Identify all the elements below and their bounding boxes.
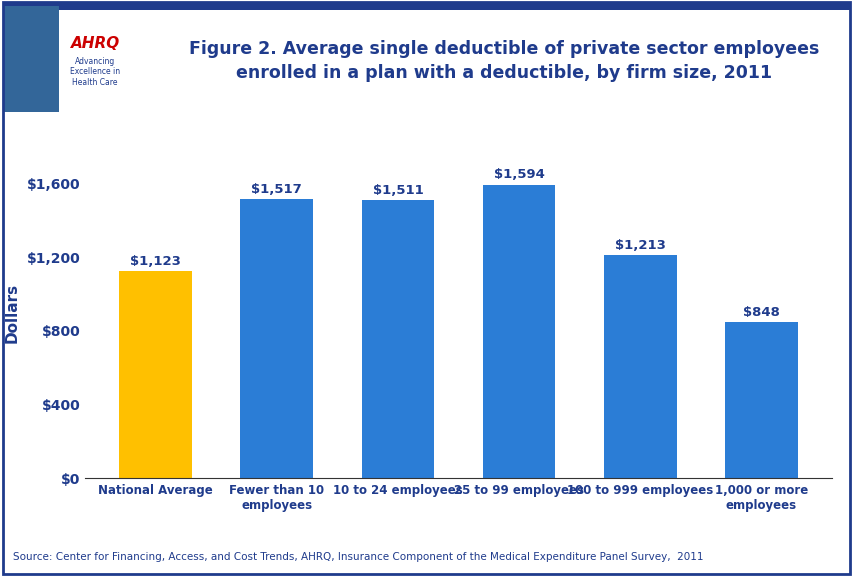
Text: $1,213: $1,213 <box>614 238 665 252</box>
Text: $1,594: $1,594 <box>493 168 544 181</box>
Text: $848: $848 <box>742 306 779 319</box>
Text: $1,517: $1,517 <box>251 183 302 196</box>
Bar <box>361 200 434 478</box>
Y-axis label: Dollars: Dollars <box>5 282 20 343</box>
Text: Source: Center for Financing, Access, and Cost Trends, AHRQ, Insurance Component: Source: Center for Financing, Access, an… <box>13 552 702 562</box>
Bar <box>482 185 555 478</box>
Bar <box>3 6 59 112</box>
Bar <box>724 322 797 478</box>
Text: AHRQ: AHRQ <box>71 36 119 51</box>
Text: $1,511: $1,511 <box>372 184 423 197</box>
Bar <box>603 255 676 478</box>
Text: Figure 2. Average single deductible of private sector employees
enrolled in a pl: Figure 2. Average single deductible of p… <box>188 40 819 82</box>
Bar <box>3 3 849 10</box>
Bar <box>240 199 313 478</box>
Text: $1,123: $1,123 <box>130 255 181 268</box>
Text: Advancing
Excellence in
Health Care: Advancing Excellence in Health Care <box>70 57 120 87</box>
Bar <box>119 271 192 478</box>
